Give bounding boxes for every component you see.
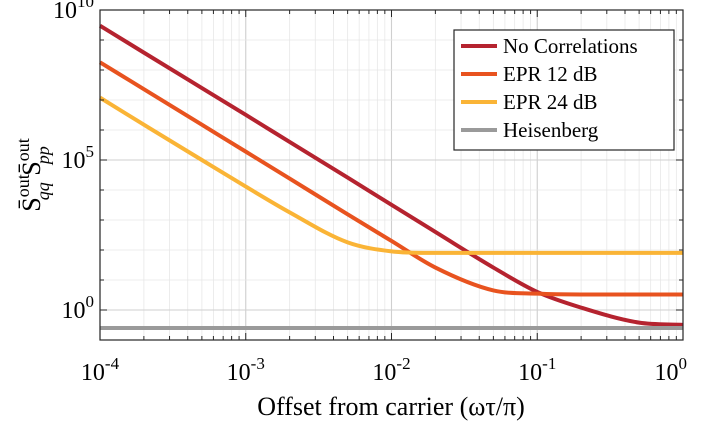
legend-label-epr-24-db: EPR 24 dB <box>503 90 598 114</box>
y-title-sup1: out <box>13 174 33 197</box>
y-title-sub2: pp <box>33 146 53 166</box>
x-tick-label-base: 10 <box>655 360 679 386</box>
x-tick-label-base: 10 <box>372 360 396 386</box>
y-title-sub1: qq <box>33 182 53 200</box>
y-title-s1: S̄ <box>17 197 46 211</box>
y-title-sup2: out <box>13 138 33 161</box>
series-line-epr-24-db <box>98 95 683 255</box>
y-tick-label: 105 <box>62 142 95 174</box>
x-tick-label-exponent: -3 <box>251 354 265 373</box>
x-tick-label: 10-1 <box>518 354 556 386</box>
y-tick-label-exponent: 10 <box>77 0 94 11</box>
y-axis-title: S̄outqq S̄outpp <box>13 138 53 211</box>
legend-label-heisenberg: Heisenberg <box>503 118 599 142</box>
y-tick-label-exponent: 5 <box>86 142 95 161</box>
x-tick-label: 10-4 <box>81 354 120 386</box>
y-tick-label: 1010 <box>53 0 94 24</box>
y-tick-label-exponent: 0 <box>86 292 95 311</box>
x-tick-label-exponent: -4 <box>105 354 120 373</box>
x-tick-labels: 10-4 10-3 10-2 10-1 100 <box>81 354 687 386</box>
tick-marks <box>99 9 683 341</box>
x-tick-label: 10-2 <box>372 354 410 386</box>
y-title-s2: S̄ <box>17 161 46 182</box>
x-tick-label-exponent: 0 <box>679 354 688 373</box>
series-line-no-correlations <box>98 23 684 327</box>
series-lines <box>98 23 684 331</box>
y-tick-label-base: 10 <box>62 148 86 174</box>
y-tick-label: 100 <box>62 292 95 324</box>
y-tick-label-base: 10 <box>53 0 77 24</box>
y-tick-label-base: 10 <box>62 298 86 324</box>
x-tick-label: 100 <box>655 354 688 386</box>
x-axis-title: Offset from carrier (ωτ/π) <box>257 392 525 421</box>
x-tick-label-base: 10 <box>81 360 105 386</box>
x-tick-label-base: 10 <box>518 360 542 386</box>
legend-label-no-correlations: No Correlations <box>503 34 638 58</box>
x-tick-label-exponent: -1 <box>542 354 556 373</box>
x-tick-label-base: 10 <box>227 360 251 386</box>
x-tick-label-exponent: -2 <box>396 354 410 373</box>
series-line-epr-12-db <box>98 60 683 297</box>
x-tick-label: 10-3 <box>227 354 265 386</box>
legend-label-epr-12-db: EPR 12 dB <box>503 62 598 86</box>
legend: No Correlations EPR 12 dB EPR 24 dB Heisenb… <box>453 29 675 151</box>
